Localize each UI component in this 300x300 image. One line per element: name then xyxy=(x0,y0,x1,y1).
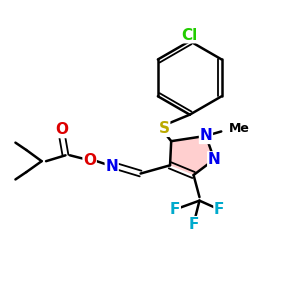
Text: N: N xyxy=(105,159,118,174)
Text: O: O xyxy=(55,122,68,137)
Text: F: F xyxy=(170,202,180,217)
Text: Cl: Cl xyxy=(182,28,198,43)
Text: O: O xyxy=(83,153,96,168)
Text: F: F xyxy=(188,217,199,232)
Polygon shape xyxy=(170,136,214,175)
Text: N: N xyxy=(200,128,212,143)
Text: Me: Me xyxy=(229,122,250,135)
Text: N: N xyxy=(208,152,220,167)
Text: F: F xyxy=(214,202,224,217)
Text: S: S xyxy=(159,121,170,136)
